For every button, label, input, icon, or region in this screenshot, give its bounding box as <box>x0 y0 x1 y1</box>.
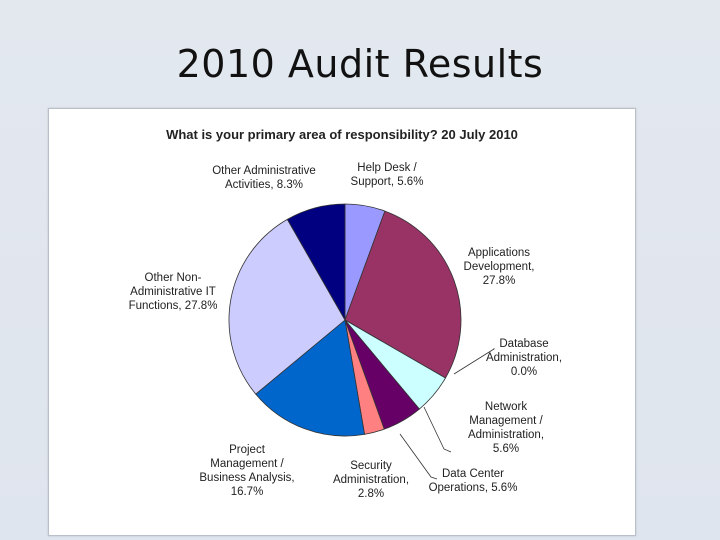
chart-title: What is your primary area of responsibil… <box>166 127 518 142</box>
leader-line <box>453 348 496 375</box>
pie-slice <box>255 319 366 437</box>
slide-title: 2010 Audit Results <box>176 42 544 86</box>
slice-label: Security Administration, 2.8% <box>333 460 409 500</box>
leader-line <box>399 433 438 480</box>
pie-chart-panel: What is your primary area of responsibil… <box>48 108 636 536</box>
slice-label: Other Administrative Activities, 8.3% <box>212 165 316 191</box>
slice-label: Help Desk / Support, 5.6% <box>351 162 424 188</box>
slice-label: Project Management / Business Analysis, 16.… <box>199 444 294 498</box>
slice-label: Applications Development, 27.8% <box>464 247 535 287</box>
pie-slice <box>228 218 346 395</box>
slice-label: Other Non-Administrative IT Functions, 27… <box>129 272 218 312</box>
leader-line <box>423 406 452 453</box>
pie-slice <box>344 210 462 379</box>
pie-chart: Help Desk / Support, 5.6% Applications Deve… <box>129 162 562 500</box>
slice-label: Database Administration, 0.0% <box>486 338 562 378</box>
slice-label: Network Management / Administration, 5.6% <box>468 401 544 455</box>
pie-slice <box>286 203 346 322</box>
slice-label: Data Center Operations, 5.6% <box>429 468 518 494</box>
